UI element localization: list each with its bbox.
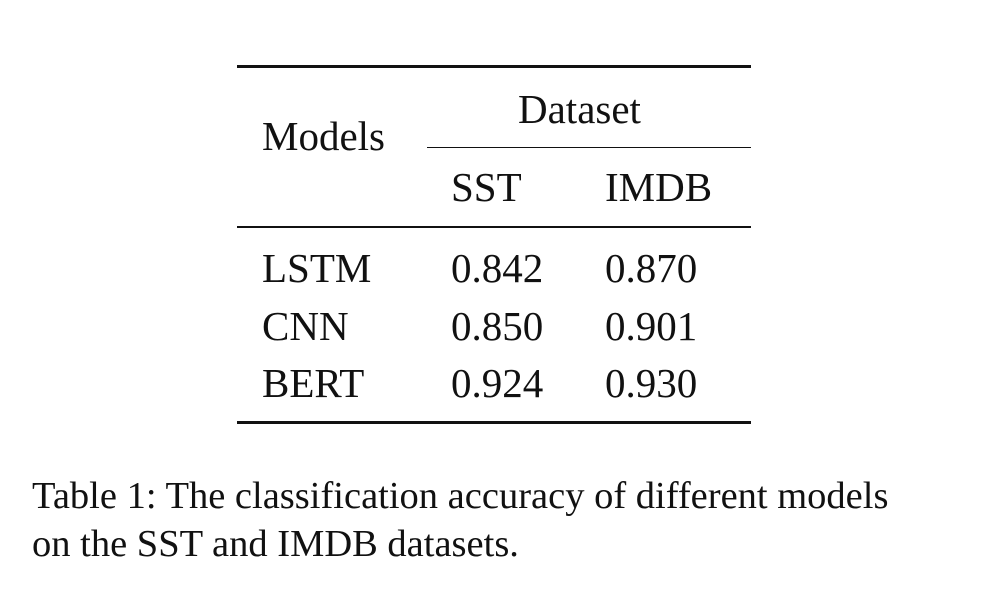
model-name: BERT — [262, 360, 365, 406]
sst-value: 0.842 — [451, 245, 544, 291]
table-row: BERT 0.924 0.930 — [0, 363, 994, 411]
table-top-rule — [237, 65, 751, 68]
model-name: CNN — [262, 303, 349, 349]
table-row: LSTM 0.842 0.870 — [0, 248, 994, 296]
sst-value: 0.850 — [451, 303, 544, 349]
table-bottom-rule — [237, 421, 751, 424]
sst-value: 0.924 — [451, 360, 544, 406]
table-header-rule — [237, 226, 751, 228]
caption-line-1: Table 1: The classification accuracy of … — [32, 475, 889, 517]
imdb-value: 0.901 — [605, 303, 698, 349]
header-models: Models — [262, 113, 385, 159]
caption-line-2: on the SST and IMDB datasets. — [32, 523, 519, 565]
header-sst: SST — [451, 164, 522, 210]
imdb-value: 0.930 — [605, 360, 698, 406]
table-caption: Table 1: The classification accuracy of … — [32, 472, 972, 568]
header-dataset: Dataset — [518, 86, 641, 132]
header-imdb: IMDB — [605, 164, 713, 210]
dataset-header-rule — [427, 147, 751, 148]
imdb-value: 0.870 — [605, 245, 698, 291]
table-row: CNN 0.850 0.901 — [0, 306, 994, 354]
model-name: LSTM — [262, 245, 372, 291]
